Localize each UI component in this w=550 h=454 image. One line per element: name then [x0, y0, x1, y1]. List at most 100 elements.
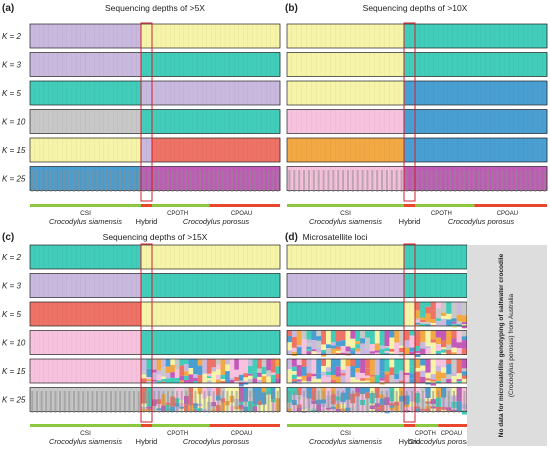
admixture-bar	[117, 245, 123, 269]
sample-id-label	[63, 391, 66, 413]
admixture-bar-segment	[257, 372, 263, 377]
admixture-bar	[57, 245, 63, 269]
admixture-bar-segment	[211, 359, 217, 368]
admixture-bar	[296, 138, 302, 162]
admixture-bar	[220, 330, 226, 355]
admixture-bar-segment	[394, 373, 400, 380]
admixture-bar	[206, 24, 212, 48]
admixture-bar	[80, 138, 86, 162]
sample-id-label	[180, 391, 183, 413]
admixture-bar-segment	[340, 387, 346, 393]
admixture-bar-segment	[441, 347, 447, 350]
admixture-bar	[170, 138, 176, 162]
admixture-bar	[85, 302, 91, 326]
admixture-bar	[206, 273, 212, 298]
admixture-bar	[229, 81, 235, 105]
admixture-bar	[384, 109, 390, 134]
admixture-bar	[216, 109, 221, 134]
admixture-bar-segment	[340, 348, 346, 351]
admixture-bar	[34, 109, 40, 134]
admixture-bar-segment	[291, 371, 298, 375]
admixture-bar	[80, 330, 86, 355]
admixture-bar	[415, 109, 421, 134]
admixture-bar-segment	[369, 371, 376, 375]
admixture-bar	[104, 109, 109, 134]
admixture-bar	[399, 52, 405, 77]
admixture-bar	[360, 109, 366, 134]
admixture-bar	[90, 273, 96, 298]
admixture-bar-segment	[184, 364, 189, 372]
admixture-bar	[266, 273, 272, 298]
admixture-bar	[127, 302, 133, 326]
admixture-bar-segment	[355, 387, 361, 393]
k-label: K = 3	[2, 282, 21, 291]
sample-id-label	[421, 391, 424, 413]
admixture-bar	[257, 245, 263, 269]
admixture-bar-segment	[420, 387, 426, 393]
sample-id-label	[157, 170, 160, 192]
admixture-bar	[399, 302, 405, 326]
admixture-bar	[161, 109, 167, 134]
admixture-bar-segment	[296, 359, 302, 366]
admixture-bar-segment	[330, 342, 337, 346]
admixture-bar	[452, 24, 458, 48]
admixture-bar	[234, 138, 240, 162]
admixture-bar	[476, 52, 482, 77]
sample-id-label	[82, 170, 85, 192]
admixture-bar	[462, 109, 468, 134]
admixture-bar	[179, 273, 185, 298]
admixture-bar	[429, 24, 435, 48]
admixture-bar	[248, 52, 253, 77]
sample-id-label	[351, 391, 354, 413]
admixture-bar	[131, 302, 137, 326]
admixture-bar	[131, 245, 137, 269]
admixture-bar	[62, 330, 68, 355]
admixture-bar	[85, 52, 91, 77]
admixture-bar	[104, 245, 109, 269]
admixture-bar-segment	[461, 380, 468, 383]
admixture-bar	[184, 81, 189, 105]
admixture-bar	[287, 24, 293, 48]
sample-id-label	[167, 170, 169, 192]
admixture-bar	[394, 273, 400, 298]
cpo-species-label: Crocodylus porosus	[448, 217, 515, 226]
admixture-bar	[252, 302, 258, 326]
admixture-bar	[499, 52, 505, 77]
sample-id-label	[240, 170, 243, 192]
admixture-bar	[374, 245, 380, 269]
k-row-frame	[29, 137, 281, 163]
admixture-bar-segment	[225, 371, 231, 383]
admixture-bar	[225, 302, 231, 326]
admixture-bar	[261, 52, 267, 77]
admixture-bar-segment	[287, 359, 293, 370]
admixture-bar	[80, 109, 86, 134]
admixture-bar-segment	[399, 378, 405, 381]
admixture-bar	[108, 109, 114, 134]
sample-id-label	[180, 170, 183, 192]
admixture-bar	[131, 81, 137, 105]
admixture-bar	[202, 81, 208, 105]
admixture-bar	[197, 109, 203, 134]
sample-id-label	[534, 170, 537, 192]
k-row-frame	[286, 23, 548, 49]
admixture-bar-segment	[456, 381, 463, 383]
admixture-bar	[441, 245, 447, 269]
admixture-bar	[504, 81, 510, 105]
admixture-bar-segment	[316, 352, 322, 355]
admixture-bar	[345, 109, 351, 134]
admixture-bar	[433, 81, 439, 105]
sample-id-label	[298, 391, 301, 413]
admixture-bar-segment	[435, 353, 442, 355]
admixture-bar-segment	[451, 352, 457, 355]
admixture-bar	[542, 81, 548, 105]
admixture-bar	[170, 81, 176, 105]
admixture-bar	[76, 302, 82, 326]
sample-id-label	[235, 170, 238, 192]
admixture-bar-segment	[446, 319, 452, 326]
sample-id-label	[477, 170, 480, 192]
admixture-bar	[127, 52, 133, 77]
admixture-bar	[365, 109, 371, 134]
admixture-bar	[161, 302, 167, 326]
admixture-bar	[238, 273, 244, 298]
admixture-bar	[152, 81, 157, 105]
